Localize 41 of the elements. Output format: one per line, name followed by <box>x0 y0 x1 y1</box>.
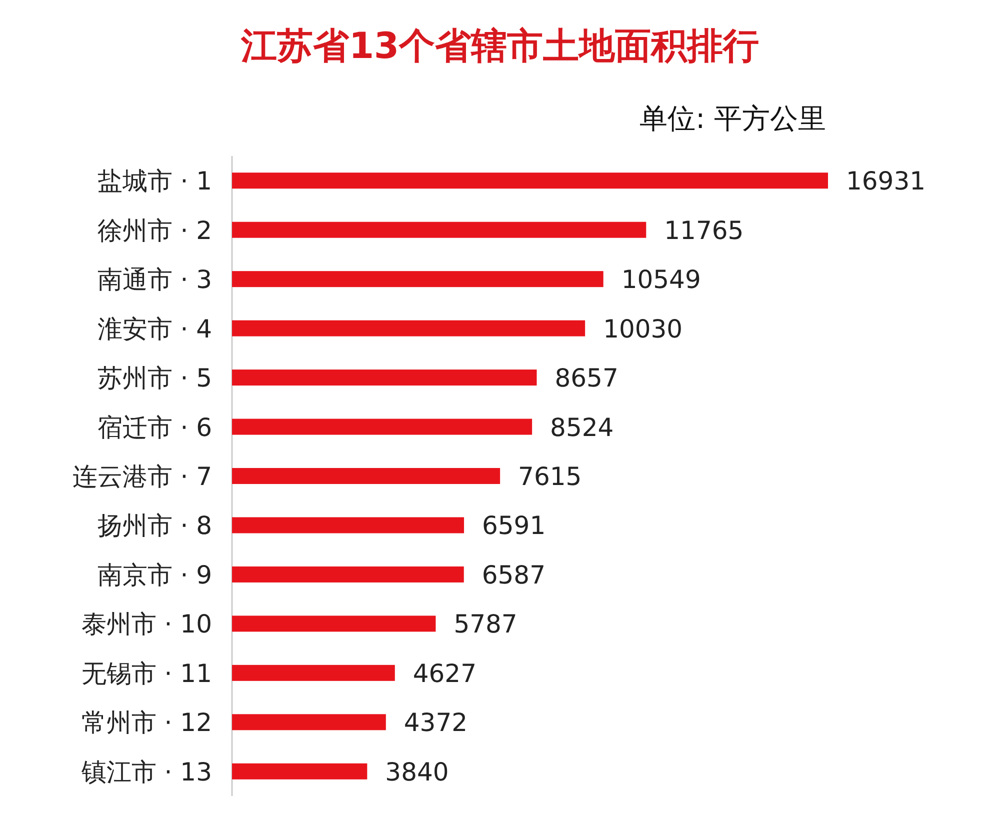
bar <box>232 566 464 582</box>
y-tick-label: 徐州市 · 2 <box>97 216 212 245</box>
y-tick-label: 南通市 · 3 <box>97 265 212 294</box>
data-label: 10030 <box>603 314 683 344</box>
data-label: 7615 <box>518 462 582 491</box>
bar <box>232 370 537 386</box>
chart-subtitle: 单位: 平方公里 <box>640 102 826 135</box>
data-label: 6591 <box>482 511 546 540</box>
bar <box>232 418 532 435</box>
data-label: 6587 <box>482 560 546 590</box>
bar <box>232 517 464 534</box>
y-tick-label: 宿迁市 · 6 <box>97 412 212 442</box>
y-tick-label: 扬州市 · 8 <box>97 511 212 540</box>
y-tick-label: 镇江市 · 13 <box>80 757 212 786</box>
data-label: 8524 <box>550 412 614 442</box>
bar <box>232 616 436 632</box>
y-tick-label: 苏州市 · 5 <box>97 364 212 393</box>
y-tick-label: 南京市 · 9 <box>97 560 212 590</box>
y-tick-label: 无锡市 · 11 <box>81 658 212 688</box>
bar <box>232 320 586 336</box>
data-label: 4372 <box>404 708 468 738</box>
bar <box>232 714 386 730</box>
y-tick-label: 盐城市 · 1 <box>97 166 212 196</box>
data-label: 10549 <box>621 265 701 294</box>
bar <box>232 763 368 780</box>
data-label: 5787 <box>454 610 518 639</box>
bar <box>232 664 395 681</box>
y-tick-label: 淮安市 · 4 <box>97 314 212 344</box>
bar <box>232 222 646 238</box>
bar <box>232 271 604 288</box>
data-label: 4627 <box>412 658 477 688</box>
y-tick-label: 常州市 · 12 <box>81 708 212 738</box>
y-tick-label: 连云港市 · 7 <box>72 462 212 491</box>
y-tick-label: 泰州市 · 10 <box>81 610 212 639</box>
bar <box>232 468 500 484</box>
bar <box>232 172 828 189</box>
data-label: 3840 <box>385 757 449 786</box>
chart-title: 江苏省13个省辖市土地面积排行 <box>240 26 760 67</box>
data-label: 8657 <box>554 364 618 393</box>
data-label: 11765 <box>664 216 744 245</box>
data-label: 16931 <box>846 166 926 196</box>
